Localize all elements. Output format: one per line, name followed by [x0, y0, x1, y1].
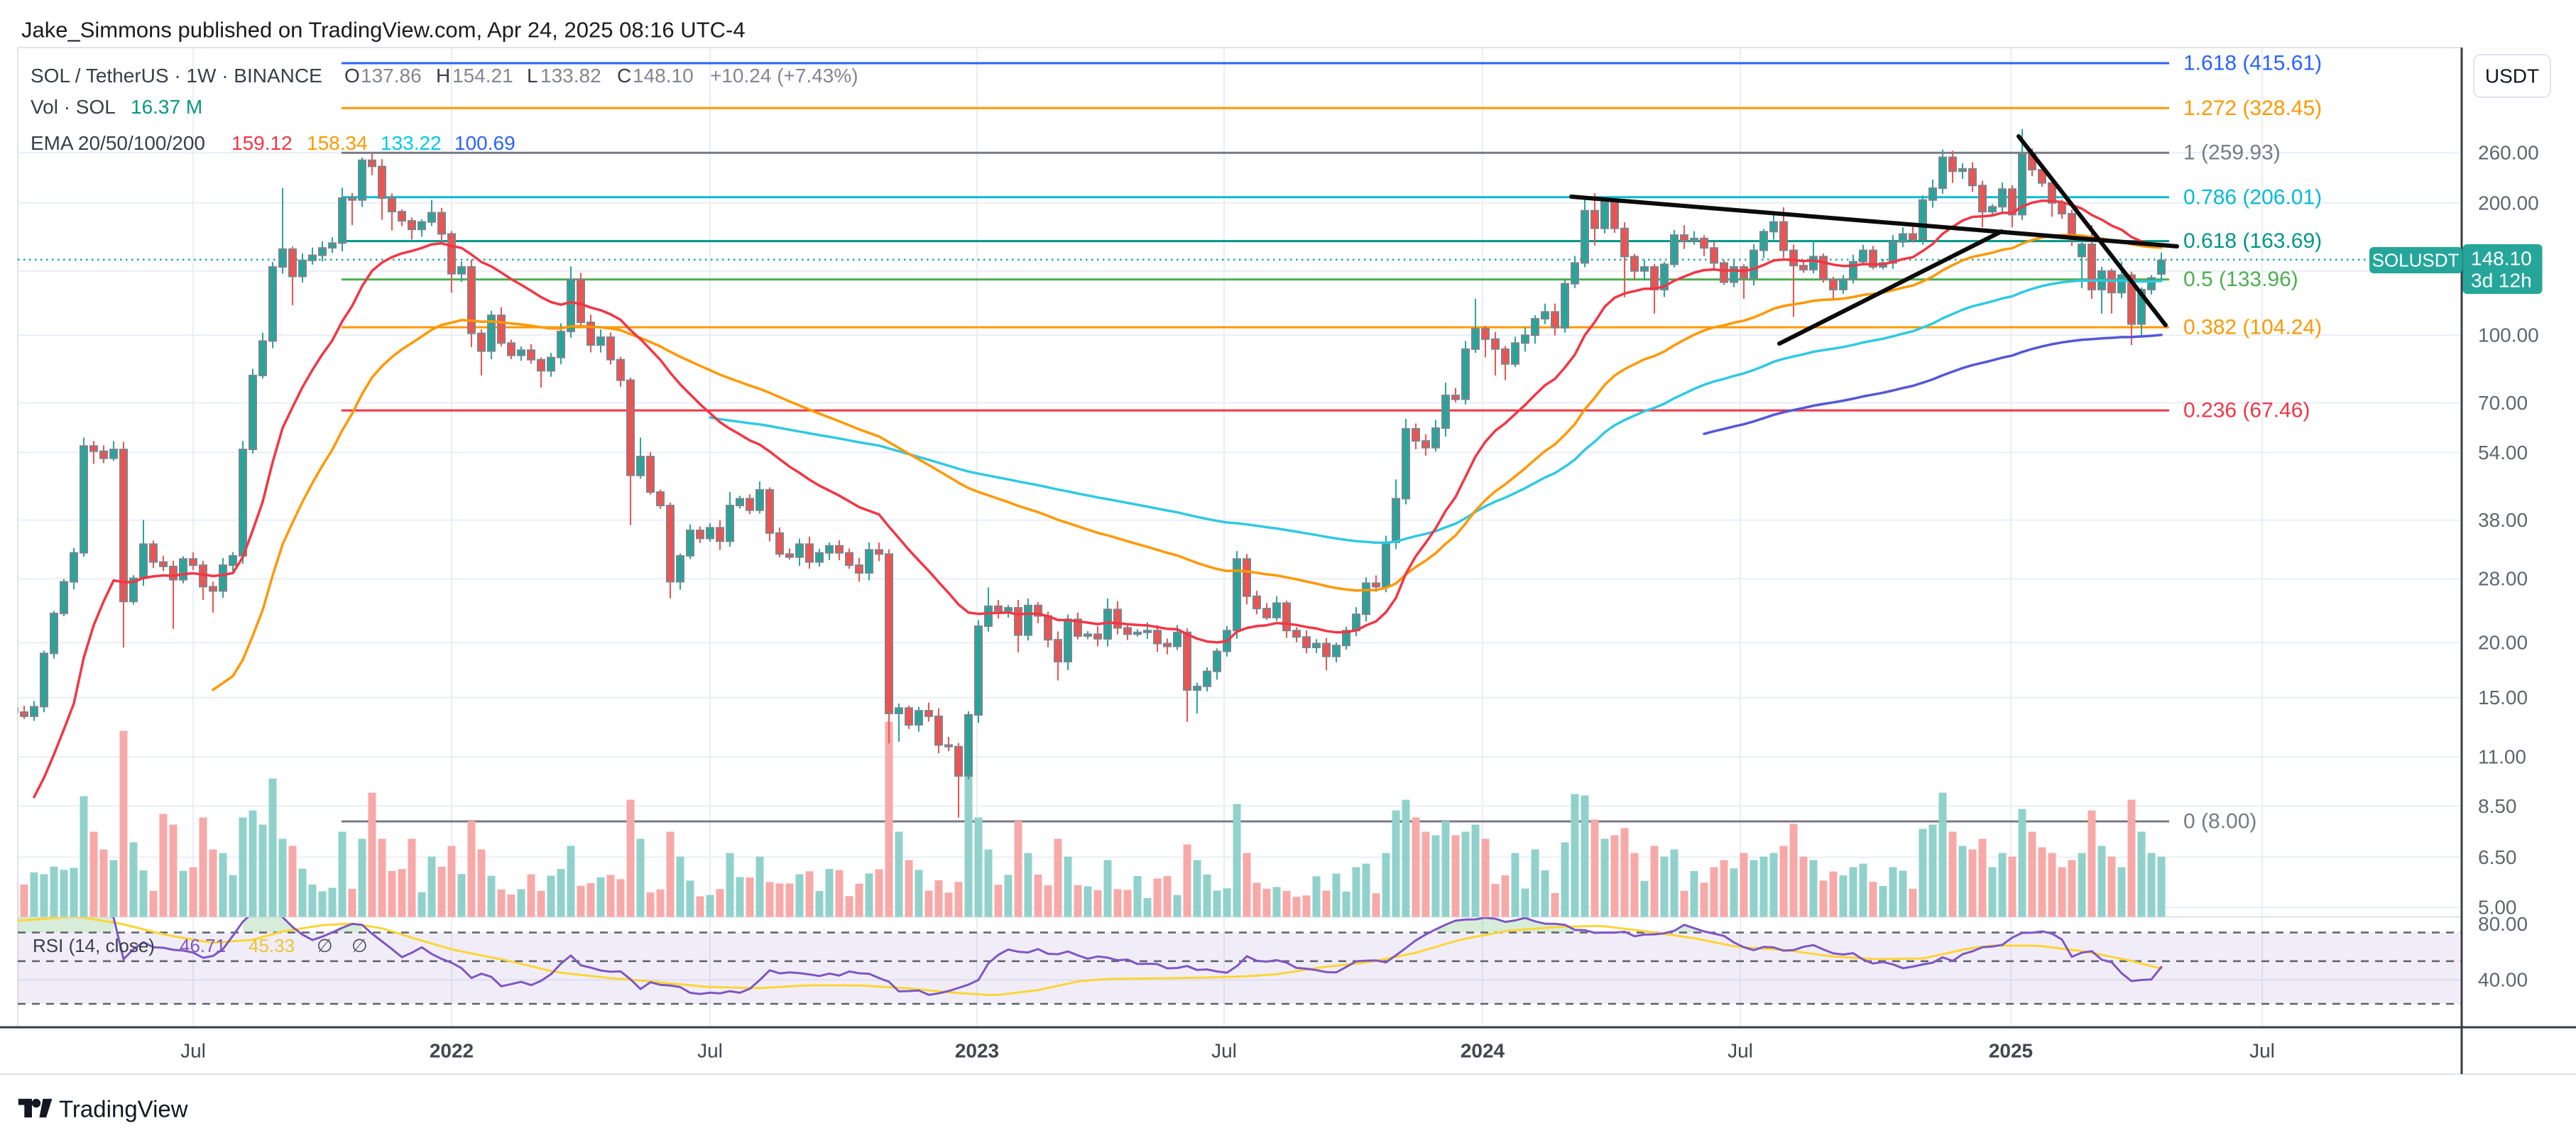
svg-text:1.618 (415.61): 1.618 (415.61): [2183, 52, 2322, 75]
svg-text:5.00: 5.00: [2478, 897, 2517, 919]
svg-text:6.50: 6.50: [2478, 846, 2517, 868]
svg-text:USDT: USDT: [2485, 65, 2539, 87]
svg-text:0.786 (206.01): 0.786 (206.01): [2183, 185, 2322, 209]
svg-text:100.00: 100.00: [2478, 324, 2539, 346]
svg-text:70.00: 70.00: [2478, 392, 2528, 414]
svg-text:0.236 (67.46): 0.236 (67.46): [2183, 399, 2310, 422]
svg-text:Jul: Jul: [1211, 1040, 1237, 1062]
svg-text:2025: 2025: [1989, 1040, 2033, 1062]
svg-text:1 (259.93): 1 (259.93): [2183, 141, 2281, 165]
svg-text:28.00: 28.00: [2478, 568, 2528, 590]
svg-text:0.5 (133.96): 0.5 (133.96): [2183, 268, 2298, 291]
svg-text:38.00: 38.00: [2478, 509, 2528, 531]
svg-text:20.00: 20.00: [2478, 632, 2528, 654]
svg-text:11.00: 11.00: [2478, 746, 2526, 768]
svg-text:2023: 2023: [955, 1040, 999, 1062]
svg-text:SOLUSDT: SOLUSDT: [2372, 250, 2460, 271]
svg-text:2022: 2022: [430, 1040, 474, 1062]
svg-text:3d 12h: 3d 12h: [2471, 270, 2532, 292]
svg-text:TradingView: TradingView: [59, 1096, 188, 1122]
svg-text:Jake_Simmons published on Trad: Jake_Simmons published on TradingView.co…: [21, 18, 746, 43]
svg-text:Jul: Jul: [1728, 1040, 1753, 1062]
svg-text:200.00: 200.00: [2478, 192, 2539, 214]
svg-text:2024: 2024: [1461, 1040, 1505, 1062]
svg-text:260.00: 260.00: [2478, 142, 2539, 164]
svg-text:0.618 (163.69): 0.618 (163.69): [2183, 229, 2322, 253]
svg-text:0 (8.00): 0 (8.00): [2183, 810, 2256, 833]
svg-text:0.382 (104.24): 0.382 (104.24): [2183, 316, 2322, 339]
svg-text:15.00: 15.00: [2478, 687, 2528, 709]
svg-text:80.00: 80.00: [2478, 913, 2528, 935]
svg-text:1.272 (328.45): 1.272 (328.45): [2183, 97, 2322, 120]
svg-text:Jul: Jul: [697, 1040, 723, 1062]
svg-text:148.10: 148.10: [2471, 248, 2532, 270]
svg-text:8.50: 8.50: [2478, 795, 2517, 817]
svg-text:Jul: Jul: [2249, 1040, 2275, 1062]
svg-text:54.00: 54.00: [2478, 442, 2528, 464]
svg-text:Jul: Jul: [180, 1040, 206, 1062]
svg-text:40.00: 40.00: [2478, 969, 2528, 991]
